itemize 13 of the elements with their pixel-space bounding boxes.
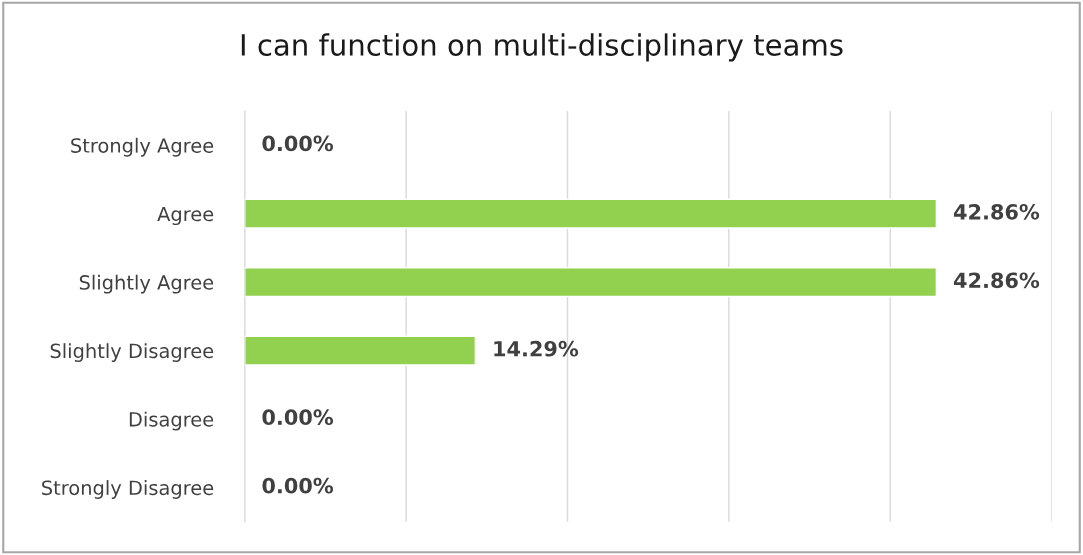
y-tick-label: Agree: [157, 206, 214, 226]
y-tick-label: Disagree: [129, 411, 214, 431]
data-label: 0.00%: [262, 477, 334, 494]
data-label: 14.29%: [494, 340, 579, 357]
data-label: 0.00%: [262, 135, 334, 152]
y-tick-label: Strongly Agree: [71, 137, 214, 157]
y-tick-label: Slightly Agree: [79, 274, 214, 294]
data-label: 0.00%: [262, 409, 334, 426]
y-tick-label: Slightly Disagree: [50, 343, 214, 363]
data-label: 42.86%: [953, 203, 1040, 220]
chart-title: I can function on multi-disciplinary teams: [241, 33, 843, 62]
y-tick-label: Strongly Disagree: [42, 480, 214, 499]
data-label: 42.86%: [953, 272, 1040, 289]
